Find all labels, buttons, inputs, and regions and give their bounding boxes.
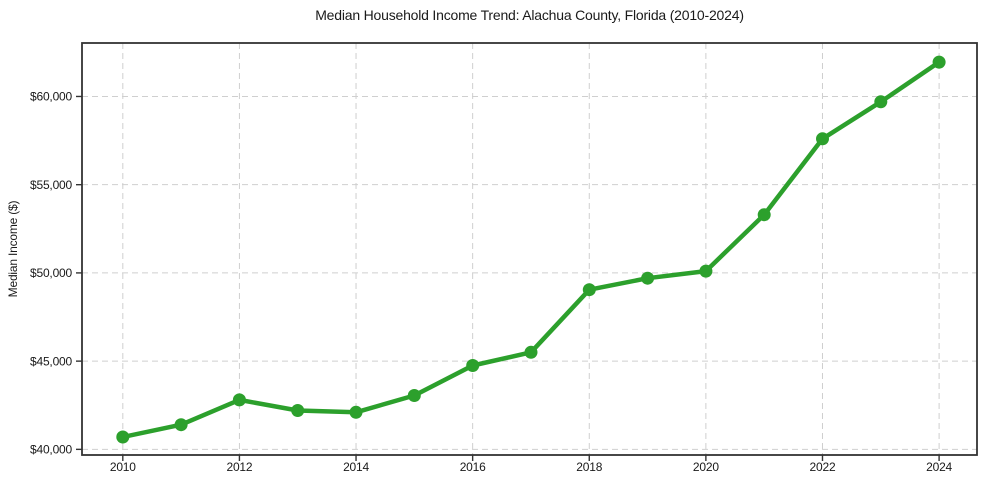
income-line-series (116, 55, 946, 444)
y-axis-label: Median Income ($) (6, 200, 20, 297)
data-point-2021 (757, 208, 771, 222)
data-point-2017 (524, 345, 538, 359)
x-tick-label: 2020 (693, 460, 719, 474)
data-point-2012 (232, 393, 246, 407)
data-point-2010 (116, 430, 130, 444)
data-point-2014 (349, 405, 363, 419)
data-point-2023 (874, 95, 888, 109)
x-tick-label: 2016 (460, 460, 486, 474)
y-tick-label: $45,000 (30, 354, 73, 368)
x-tick-label: 2014 (343, 460, 369, 474)
y-tick-label: $55,000 (30, 178, 73, 192)
y-tick-label: $40,000 (30, 443, 73, 457)
data-point-2020 (699, 264, 713, 278)
data-point-2022 (816, 132, 829, 146)
income-trend-line (120, 59, 942, 440)
chart-title: Median Household Income Trend: Alachua C… (315, 7, 744, 23)
data-point-2019 (641, 271, 655, 285)
x-tick-label: 2024 (926, 460, 952, 474)
data-point-2016 (466, 359, 480, 372)
x-tick-label: 2012 (226, 460, 252, 474)
data-point-2013 (291, 404, 305, 417)
plot-frame (81, 42, 978, 456)
x-tick-label: 2018 (576, 460, 602, 474)
x-tick-label: 2010 (110, 460, 136, 474)
y-tick-label: $60,000 (30, 90, 73, 104)
data-point-2018 (582, 283, 596, 297)
y-tick-labels: $40,000 $45,000 $50,000 $55,000 $60,000 (30, 90, 73, 457)
y-tick-label: $50,000 (30, 266, 73, 280)
x-tick-labels: 2010 2012 2014 2016 2018 2020 2022 2024 (110, 460, 953, 474)
axis-ticks (76, 95, 940, 461)
data-point-2015 (407, 389, 421, 402)
gridlines (82, 43, 977, 455)
data-point-2024 (932, 55, 946, 69)
x-tick-label: 2022 (810, 460, 836, 474)
data-point-2011 (174, 418, 188, 432)
